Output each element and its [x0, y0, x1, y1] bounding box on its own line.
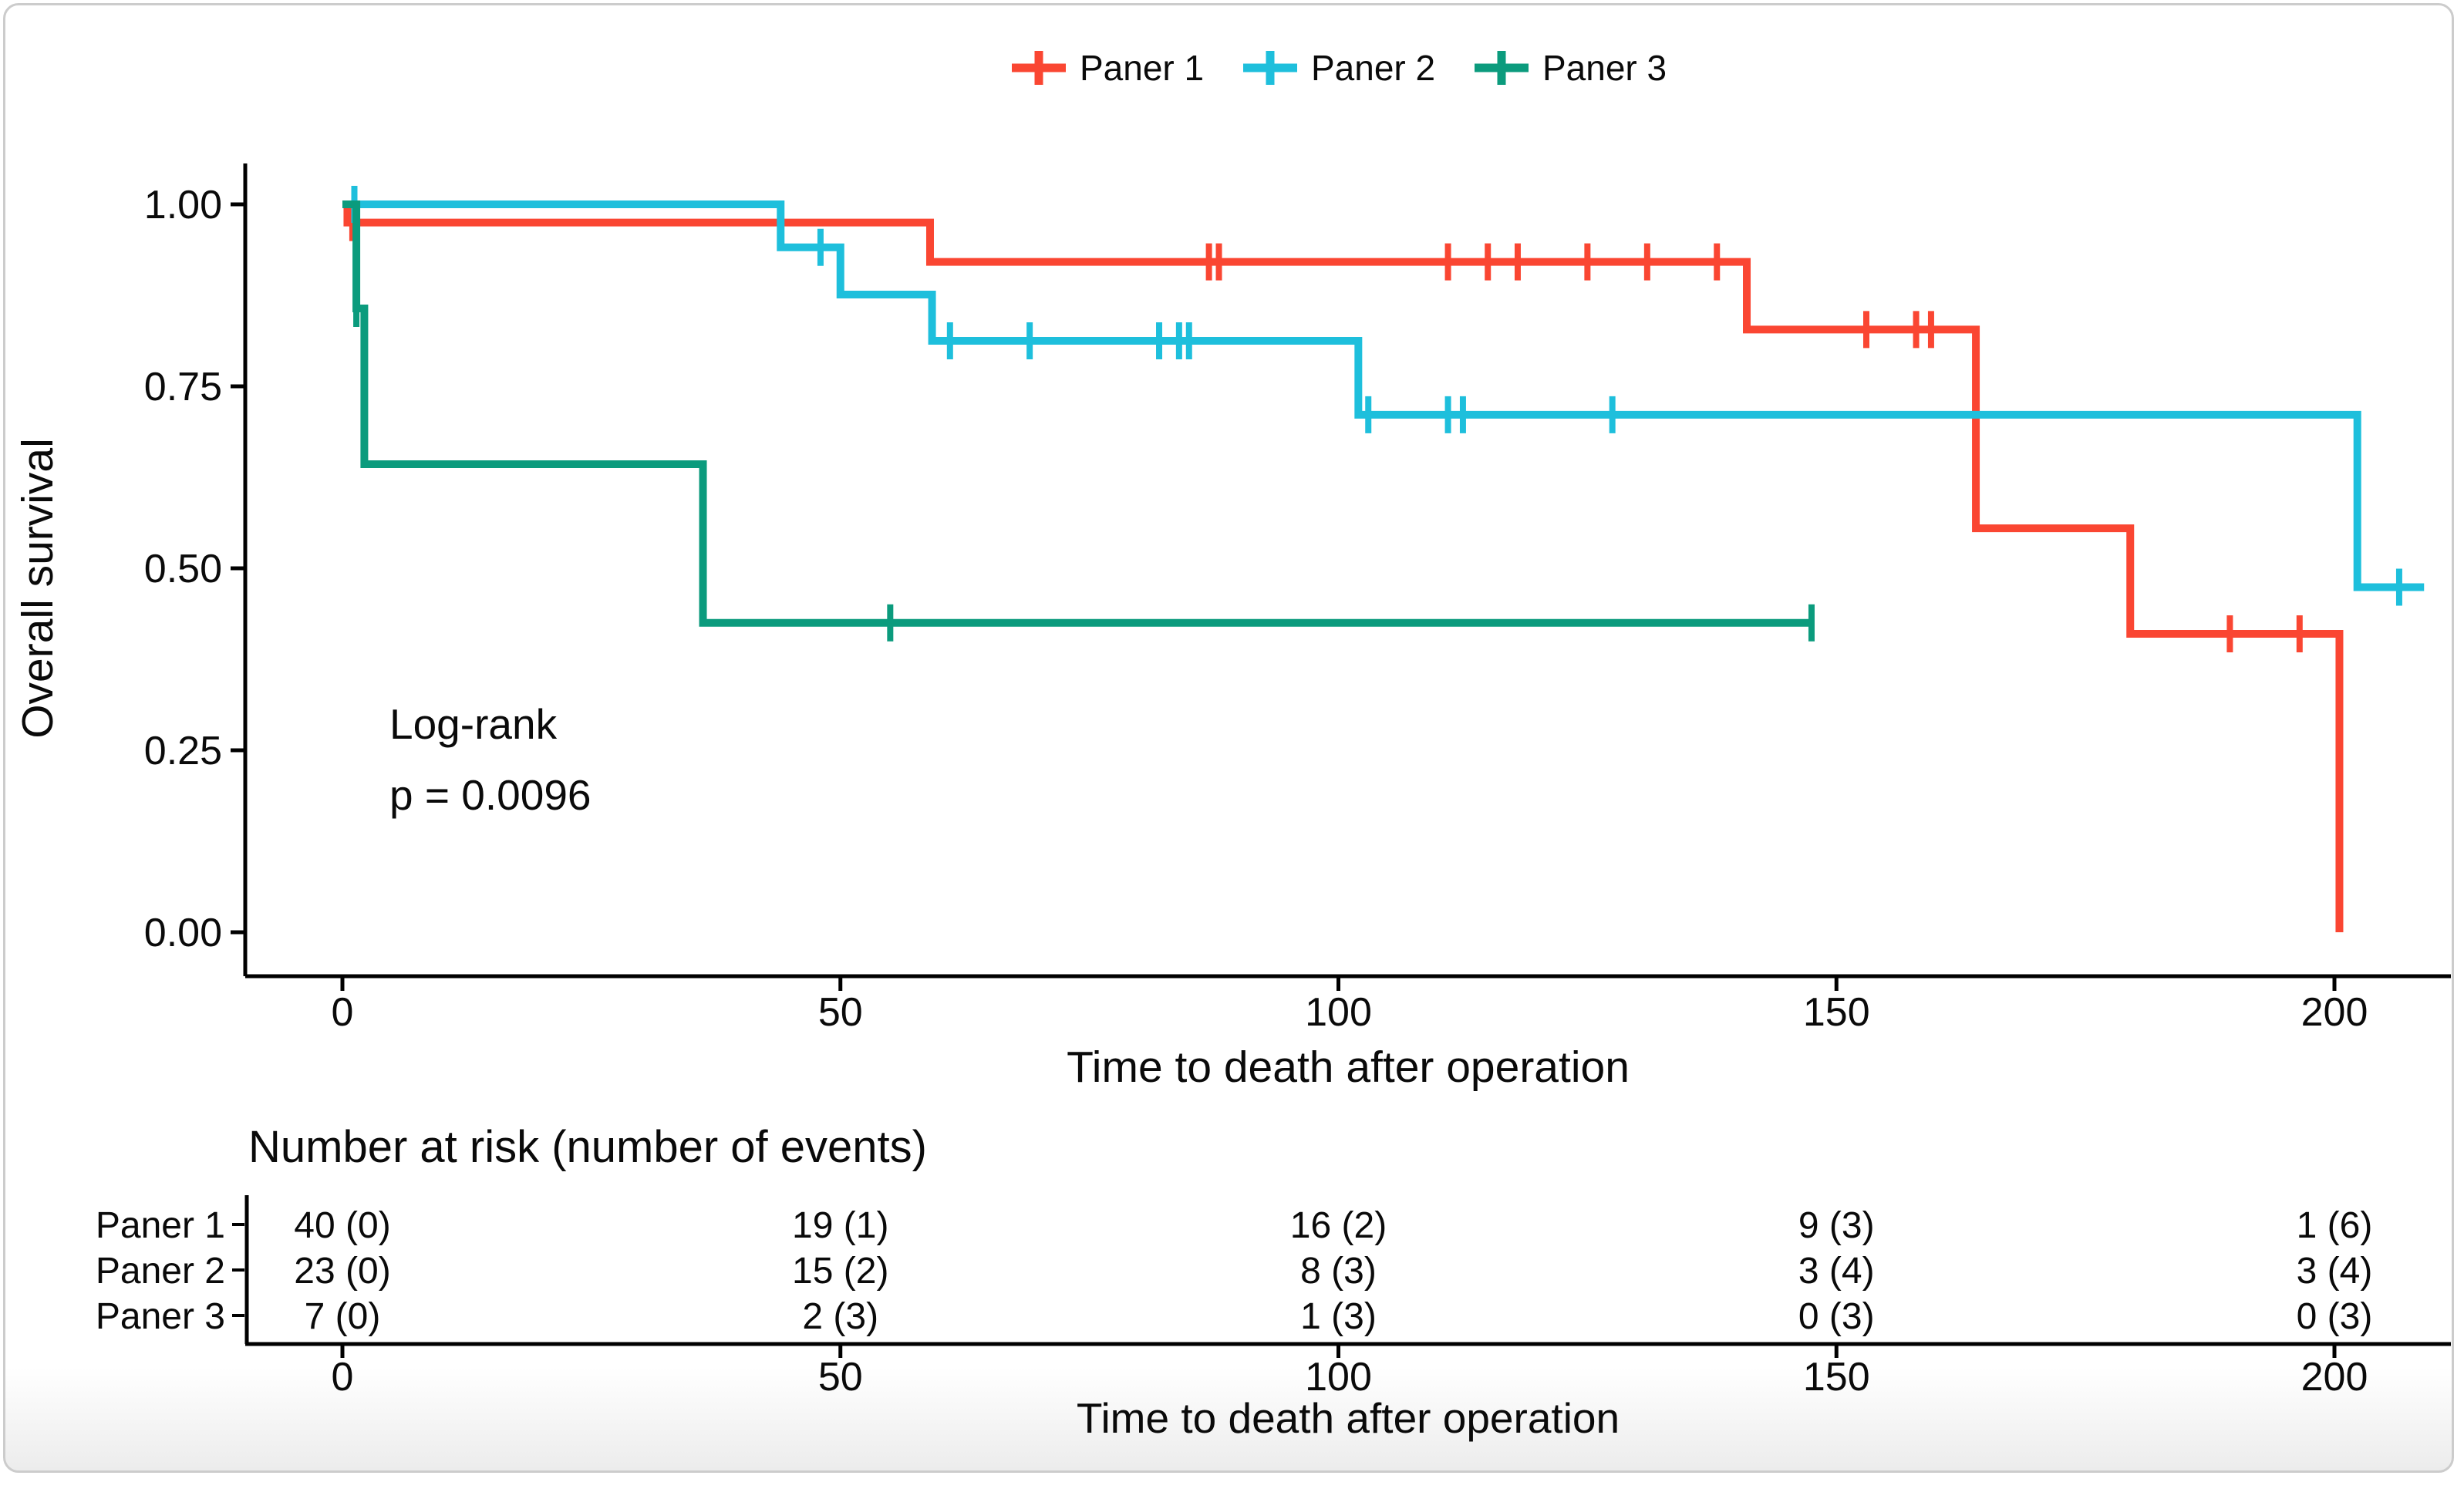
risk-value: 8 (3) — [1300, 1251, 1377, 1292]
risk-tick-label: 100 — [1305, 1355, 1372, 1400]
y-tick-label: 1.00 — [144, 183, 222, 227]
risk-value: 9 (3) — [1798, 1205, 1875, 1246]
risk-table-title: Number at risk (number of events) — [248, 1122, 927, 1172]
risk-value: 0 (3) — [2297, 1296, 2373, 1337]
risk-tick-label: 200 — [2301, 1355, 2368, 1400]
legend-item-2: Paner 2 — [1243, 48, 1435, 88]
risk-value: 40 (0) — [294, 1205, 390, 1246]
y-tick-label: 0.75 — [144, 365, 222, 409]
km-curve-paner-2 — [342, 200, 2425, 591]
risk-value: 2 (3) — [802, 1296, 878, 1337]
legend-label: Paner 1 — [1080, 48, 1204, 88]
x-tick-label: 0 — [332, 990, 354, 1035]
risk-value: 1 (3) — [1300, 1296, 1377, 1337]
risk-tick-label: 0 — [332, 1355, 354, 1400]
risk-value: 19 (1) — [792, 1205, 888, 1246]
x-tick-label: 100 — [1305, 990, 1372, 1035]
y-tick-label: 0.50 — [144, 547, 222, 591]
figure-card — [3, 3, 2454, 1473]
y-tick-label: 0.25 — [144, 729, 222, 773]
risk-row-label: Paner 1 — [96, 1205, 225, 1246]
risk-tick-label: 150 — [1803, 1355, 1870, 1400]
km-curve-paner-1 — [342, 200, 2344, 932]
risk-tick-label: 50 — [818, 1355, 863, 1400]
risk-value: 3 (4) — [2297, 1251, 2373, 1292]
logrank-p-value: p = 0.0096 — [389, 771, 592, 819]
risk-value: 1 (6) — [2297, 1205, 2373, 1246]
x-tick-label: 200 — [2301, 990, 2368, 1035]
risk-value: 16 (2) — [1290, 1205, 1387, 1246]
x-tick-label: 50 — [818, 990, 863, 1035]
risk-value: 23 (0) — [294, 1251, 390, 1292]
risk-value: 7 (0) — [305, 1296, 381, 1337]
x-tick-label: 150 — [1803, 990, 1870, 1035]
legend-label: Paner 3 — [1542, 48, 1667, 88]
risk-row-label: Paner 2 — [96, 1251, 225, 1292]
risk-value: 3 (4) — [1798, 1251, 1875, 1292]
curves-layer — [342, 186, 2425, 932]
y-axis-title: Overall survival — [13, 438, 62, 739]
legend-item-1: Paner 1 — [1012, 48, 1204, 88]
risk-x-axis-title: Time to death after operation — [1077, 1394, 1620, 1442]
logrank-label: Log-rank — [389, 700, 558, 748]
risk-row-label: Paner 3 — [96, 1296, 225, 1337]
y-tick-label: 0.00 — [144, 911, 222, 955]
main-axes — [231, 163, 2451, 991]
risk-value: 15 (2) — [792, 1251, 888, 1292]
legend-label: Paner 2 — [1311, 48, 1435, 88]
risk-value: 0 (3) — [1798, 1296, 1875, 1337]
km-curve-paner-3 — [342, 200, 1812, 627]
x-axis-title: Time to death after operation — [1067, 1043, 1630, 1092]
legend: Paner 1 Paner 2 Paner 3 — [1012, 48, 1667, 88]
legend-item-3: Paner 3 — [1475, 48, 1667, 88]
risk-table-axes — [232, 1195, 2451, 1358]
